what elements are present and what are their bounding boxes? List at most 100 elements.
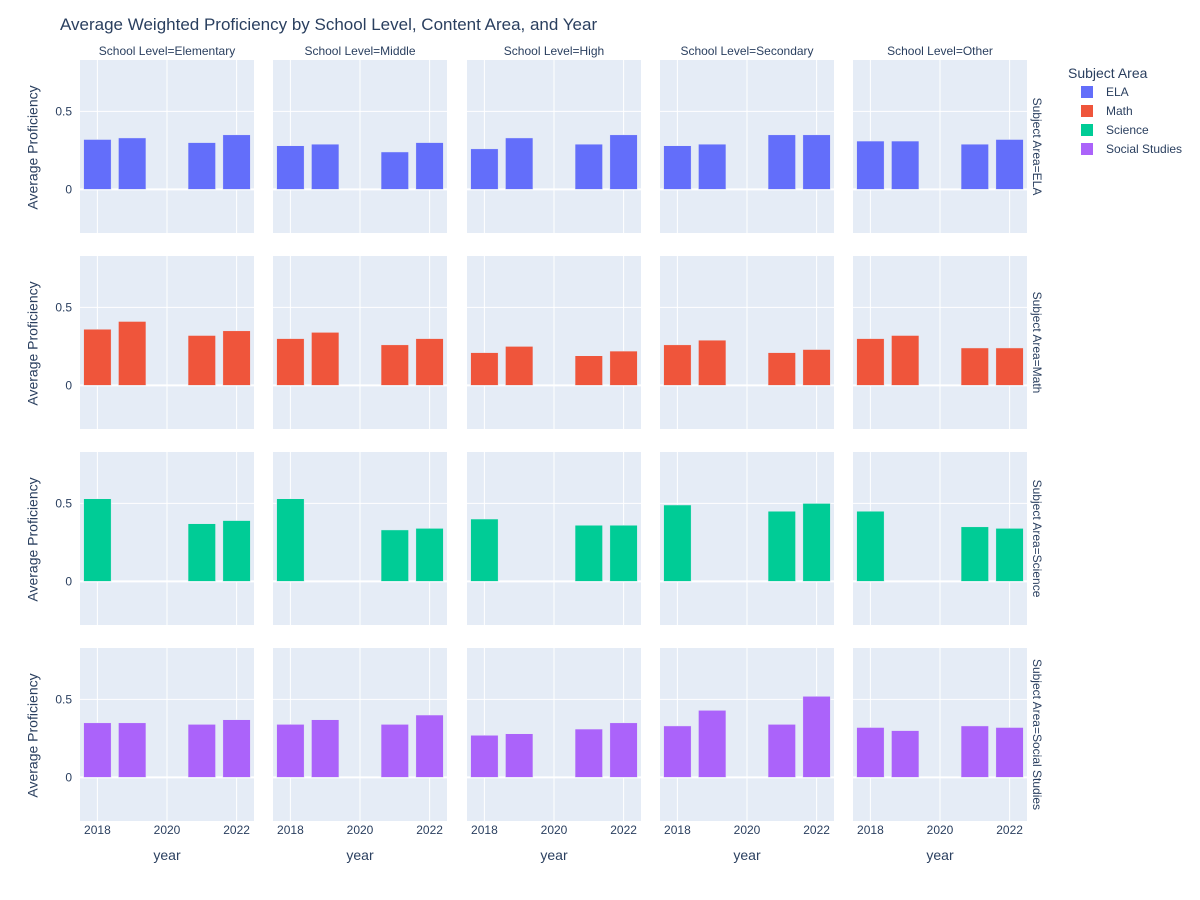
y-tick-label: 0 (65, 574, 72, 588)
bar-science-secondary-2022 (802, 503, 831, 582)
legend-entry-science: Science (1106, 123, 1149, 137)
bar-ela-high-2021 (574, 143, 603, 190)
panel-science-secondary (660, 452, 834, 625)
facet-row-label-social-studies: Subject Area=Social Studies (1030, 659, 1044, 810)
legend: Subject Area ELA Math Science Social Studies (1068, 65, 1182, 156)
x-tick-label: 2022 (416, 823, 443, 837)
bar-social-studies-middle-2022 (415, 714, 444, 778)
bar-ela-other-2021 (960, 143, 989, 190)
panel-math-other (853, 256, 1027, 429)
panel-ela-high (467, 60, 641, 233)
bar-ela-other-2019 (891, 140, 920, 190)
chart-title: Average Weighted Proficiency by School L… (60, 15, 597, 34)
bar-science-secondary-2021 (767, 510, 796, 582)
bar-ela-middle-2018 (276, 145, 305, 190)
bar-science-high-2022 (609, 525, 638, 582)
panel-social-studies-other (853, 648, 1027, 821)
panel-math-elementary (80, 256, 254, 429)
panel-science-other (853, 452, 1027, 625)
bar-math-secondary-2018 (663, 344, 692, 386)
x-axis-title: year (540, 847, 568, 863)
y-axis-title: Average Proficiency (25, 673, 41, 797)
bar-math-other-2021 (960, 347, 989, 386)
x-tick-label: 2020 (541, 823, 568, 837)
bar-ela-other-2022 (995, 139, 1024, 190)
bar-math-middle-2019 (311, 332, 340, 386)
bar-math-secondary-2019 (698, 339, 727, 386)
bar-ela-high-2022 (609, 134, 638, 190)
bar-social-studies-secondary-2021 (767, 724, 796, 778)
bar-social-studies-secondary-2022 (802, 696, 831, 778)
legend-swatch-ela (1081, 86, 1093, 98)
bar-science-elementary-2018 (83, 498, 112, 582)
panel-social-studies-elementary (80, 648, 254, 821)
bar-math-elementary-2022 (222, 330, 251, 386)
bar-math-elementary-2019 (118, 321, 147, 386)
panel-social-studies-secondary (660, 648, 834, 821)
bar-science-middle-2022 (415, 528, 444, 582)
bar-ela-elementary-2019 (118, 137, 147, 190)
bar-math-secondary-2022 (802, 349, 831, 386)
panel-math-middle (273, 256, 447, 429)
facet-col-label-secondary: School Level=Secondary (680, 44, 813, 58)
x-tick-label: 2022 (223, 823, 250, 837)
legend-swatch-social-studies (1081, 143, 1093, 155)
bar-science-middle-2021 (380, 529, 409, 582)
x-axis-title: year (733, 847, 761, 863)
legend-entry-social-studies: Social Studies (1106, 142, 1182, 156)
y-axis-title: Average Proficiency (25, 85, 41, 209)
bar-ela-secondary-2019 (698, 143, 727, 190)
x-tick-label: 2020 (154, 823, 181, 837)
x-tick-label: 2022 (803, 823, 830, 837)
facet-col-label-middle: School Level=Middle (304, 44, 415, 58)
bar-social-studies-elementary-2019 (118, 722, 147, 778)
bar-ela-other-2018 (856, 140, 885, 190)
legend-title: Subject Area (1068, 65, 1148, 81)
bar-math-high-2019 (505, 346, 534, 386)
bar-math-high-2018 (470, 352, 499, 386)
bar-science-other-2018 (856, 510, 885, 582)
bar-math-secondary-2021 (767, 352, 796, 386)
bar-ela-secondary-2022 (802, 134, 831, 190)
bar-ela-elementary-2021 (187, 142, 216, 190)
bar-math-middle-2021 (380, 344, 409, 386)
bar-science-high-2021 (574, 525, 603, 582)
y-tick-label: 0 (65, 770, 72, 784)
x-tick-label: 2018 (857, 823, 884, 837)
bar-social-studies-secondary-2018 (663, 725, 692, 778)
y-tick-label: 0.5 (55, 692, 72, 706)
bar-science-middle-2018 (276, 498, 305, 582)
bar-social-studies-elementary-2022 (222, 719, 251, 778)
legend-swatch-science (1081, 124, 1093, 136)
bar-social-studies-high-2021 (574, 728, 603, 778)
panel-math-secondary (660, 256, 834, 429)
bar-ela-high-2018 (470, 148, 499, 190)
bar-social-studies-elementary-2018 (83, 722, 112, 778)
panel-ela-other (853, 60, 1027, 233)
bar-ela-secondary-2018 (663, 145, 692, 190)
bar-social-studies-other-2022 (995, 727, 1024, 778)
bar-science-other-2022 (995, 528, 1024, 582)
bar-social-studies-middle-2019 (311, 719, 340, 778)
facet-row-label-ela: Subject Area=ELA (1030, 98, 1044, 196)
bar-social-studies-secondary-2019 (698, 710, 727, 778)
panel-ela-elementary (80, 60, 254, 233)
bar-math-middle-2018 (276, 338, 305, 386)
bar-science-secondary-2018 (663, 504, 692, 582)
bar-social-studies-middle-2021 (380, 724, 409, 778)
bar-ela-middle-2019 (311, 143, 340, 190)
bar-social-studies-high-2018 (470, 735, 499, 778)
panel-social-studies-middle (273, 648, 447, 821)
bar-ela-middle-2021 (380, 151, 409, 190)
bar-ela-secondary-2021 (767, 134, 796, 190)
x-tick-label: 2022 (610, 823, 637, 837)
legend-entry-ela: ELA (1106, 85, 1129, 99)
bar-math-other-2019 (891, 335, 920, 386)
bar-science-elementary-2022 (222, 520, 251, 582)
bar-science-other-2021 (960, 526, 989, 582)
y-tick-label: 0 (65, 378, 72, 392)
panel-ela-secondary (660, 60, 834, 233)
bar-social-studies-high-2019 (505, 733, 534, 778)
x-tick-label: 2018 (277, 823, 304, 837)
